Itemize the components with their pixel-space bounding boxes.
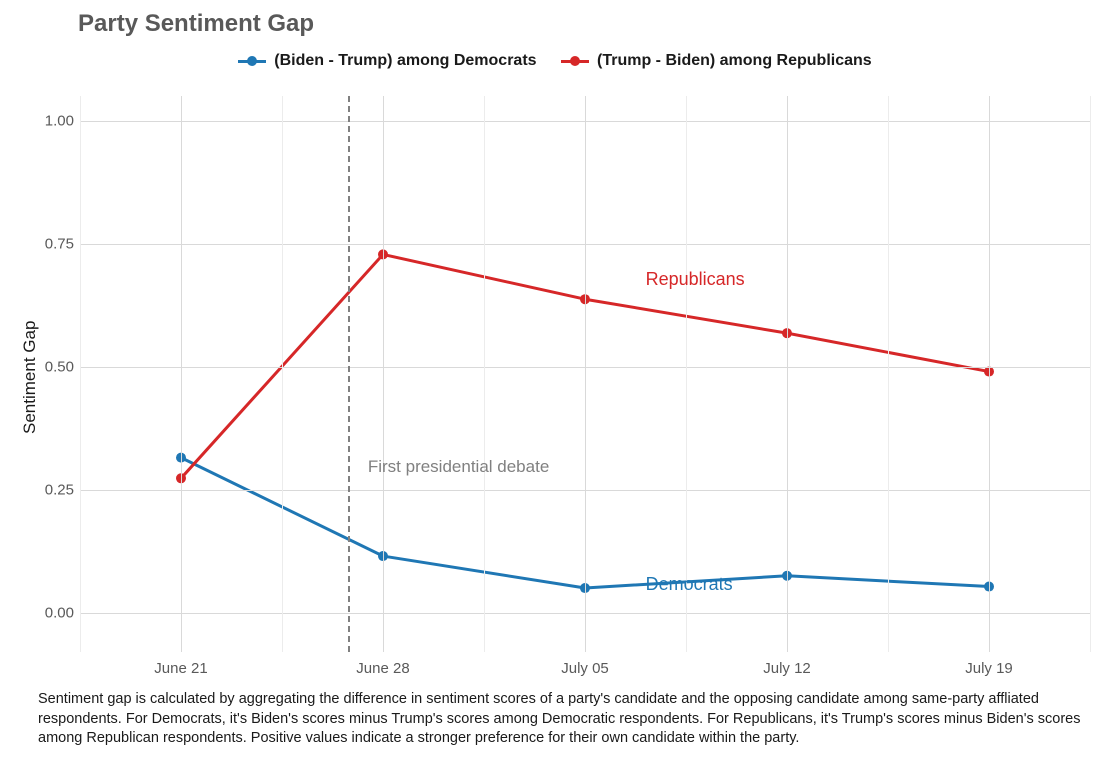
gridline-vertical-minor [282,96,283,652]
x-tick-label: July 05 [561,652,609,677]
gridline-vertical-minor [686,96,687,652]
legend: (Biden - Trump) among Democrats (Trump -… [0,52,1110,73]
reference-line [348,96,350,652]
legend-item-democrats: (Biden - Trump) among Democrats [238,52,536,70]
chart-container: Party Sentiment Gap (Biden - Trump) amon… [0,0,1110,784]
gridline-vertical [181,96,182,652]
y-tick-label: 1.00 [45,112,80,129]
x-tick-label: July 19 [965,652,1013,677]
legend-label: (Biden - Trump) among Democrats [274,52,536,70]
series-annotation: Democrats [646,574,733,595]
gridline-vertical-minor [80,96,81,652]
x-tick-label: June 21 [154,652,207,677]
legend-swatch-republicans [561,54,589,68]
gridline-vertical [989,96,990,652]
gridline-vertical-minor [1090,96,1091,652]
gridline-vertical [383,96,384,652]
x-tick-label: June 28 [356,652,409,677]
y-tick-label: 0.50 [45,358,80,375]
y-tick-label: 0.75 [45,235,80,252]
gridline-vertical-minor [484,96,485,652]
plot-area: 0.000.250.500.751.00June 21June 28July 0… [80,96,1090,652]
legend-label: (Trump - Biden) among Republicans [597,52,872,70]
legend-item-republicans: (Trump - Biden) among Republicans [561,52,872,70]
chart-title: Party Sentiment Gap [78,10,314,38]
y-tick-label: 0.00 [45,604,80,621]
gridline-vertical-minor [888,96,889,652]
x-tick-label: July 12 [763,652,811,677]
gridline-vertical [787,96,788,652]
legend-dot-icon [247,56,257,66]
y-tick-label: 0.25 [45,481,80,498]
chart-footnote: Sentiment gap is calculated by aggregati… [38,690,1088,749]
gridline-vertical [585,96,586,652]
y-axis-label: Sentiment Gap [20,321,40,434]
reference-line-label: First presidential debate [368,457,549,477]
series-annotation: Republicans [646,269,745,290]
legend-swatch-democrats [238,54,266,68]
legend-dot-icon [570,56,580,66]
